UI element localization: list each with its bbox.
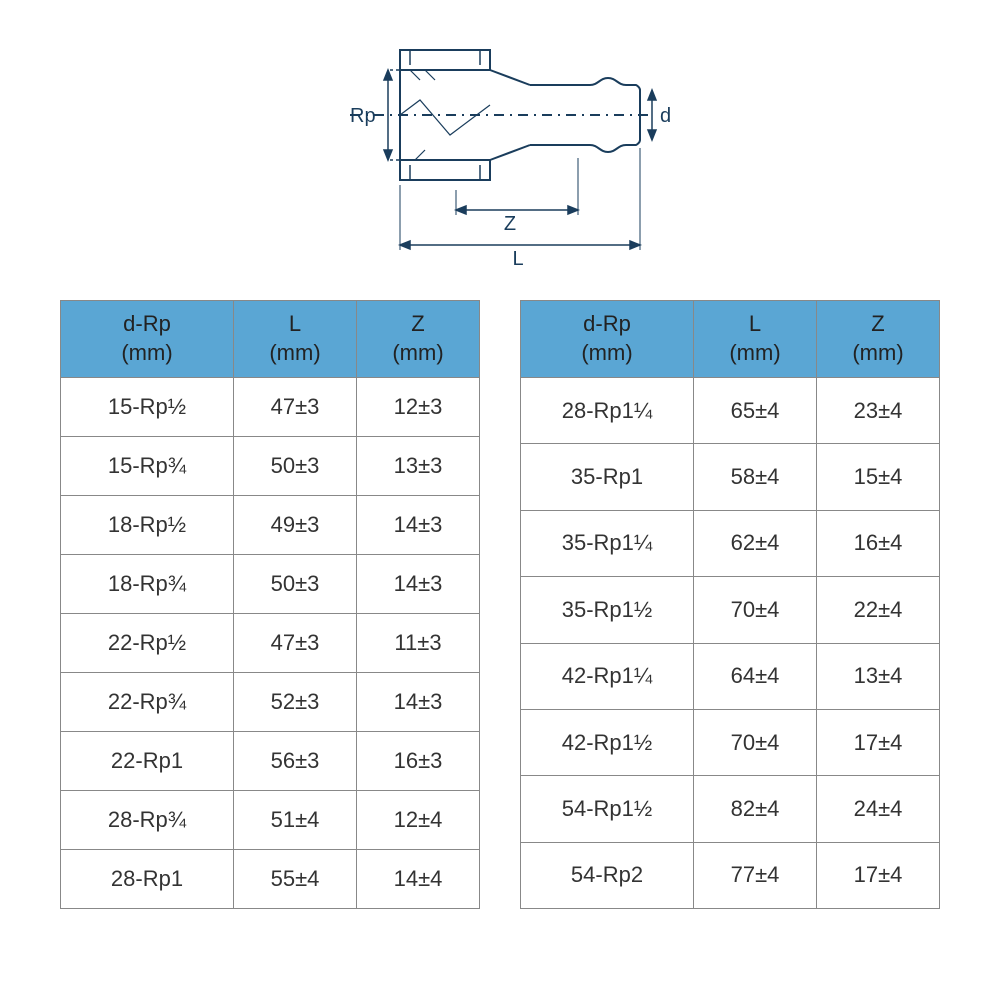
- label-z: Z: [504, 213, 516, 235]
- cell-d: 15-Rp½: [61, 378, 234, 437]
- cell-Z: 17±4: [817, 842, 940, 908]
- table-row: 28-Rp1¼65±423±4: [521, 378, 940, 444]
- fitting-diagram: Rp d Z L: [330, 40, 670, 270]
- cell-d: 42-Rp1½: [521, 709, 694, 775]
- cell-L: 47±3: [234, 614, 357, 673]
- cell-L: 65±4: [694, 378, 817, 444]
- cell-d: 15-Rp¾: [61, 437, 234, 496]
- table-row: 35-Rp158±415±4: [521, 444, 940, 510]
- cell-Z: 17±4: [817, 709, 940, 775]
- cell-L: 64±4: [694, 643, 817, 709]
- cell-Z: 23±4: [817, 378, 940, 444]
- cell-L: 56±3: [234, 732, 357, 791]
- table-header-row: d-Rp (mm) L (mm) Z (mm): [61, 301, 480, 378]
- cell-d: 22-Rp1: [61, 732, 234, 791]
- spec-table-left: d-Rp (mm) L (mm) Z (mm) 15-Rp½47±312±315…: [60, 300, 480, 909]
- tables-container: d-Rp (mm) L (mm) Z (mm) 15-Rp½47±312±315…: [55, 300, 945, 909]
- table-row: 22-Rp156±316±3: [61, 732, 480, 791]
- cell-L: 51±4: [234, 791, 357, 850]
- cell-Z: 15±4: [817, 444, 940, 510]
- table-row: 42-Rp1½70±417±4: [521, 709, 940, 775]
- header-l: L (mm): [234, 301, 357, 378]
- cell-d: 28-Rp1: [61, 850, 234, 909]
- cell-Z: 13±3: [357, 437, 480, 496]
- header-z: Z (mm): [817, 301, 940, 378]
- cell-Z: 22±4: [817, 577, 940, 643]
- cell-d: 54-Rp2: [521, 842, 694, 908]
- cell-d: 18-Rp½: [61, 496, 234, 555]
- cell-d: 42-Rp1¼: [521, 643, 694, 709]
- cell-L: 47±3: [234, 378, 357, 437]
- table-row: 54-Rp277±417±4: [521, 842, 940, 908]
- cell-d: 22-Rp½: [61, 614, 234, 673]
- cell-Z: 12±3: [357, 378, 480, 437]
- table-row: 35-Rp1½70±422±4: [521, 577, 940, 643]
- cell-L: 82±4: [694, 776, 817, 842]
- header-d: d-Rp (mm): [521, 301, 694, 378]
- table-row: 22-Rp¾52±314±3: [61, 673, 480, 732]
- cell-L: 62±4: [694, 510, 817, 576]
- header-d: d-Rp (mm): [61, 301, 234, 378]
- cell-d: 54-Rp1½: [521, 776, 694, 842]
- cell-Z: 14±3: [357, 555, 480, 614]
- table-row: 15-Rp¾50±313±3: [61, 437, 480, 496]
- table-row: 18-Rp¾50±314±3: [61, 555, 480, 614]
- cell-L: 50±3: [234, 555, 357, 614]
- cell-Z: 14±3: [357, 673, 480, 732]
- cell-Z: 24±4: [817, 776, 940, 842]
- cell-Z: 16±4: [817, 510, 940, 576]
- label-rp: Rp: [350, 105, 376, 127]
- cell-L: 70±4: [694, 709, 817, 775]
- cell-d: 18-Rp¾: [61, 555, 234, 614]
- label-d: d: [660, 105, 670, 127]
- cell-Z: 13±4: [817, 643, 940, 709]
- table-row: 35-Rp1¼62±416±4: [521, 510, 940, 576]
- table-row: 54-Rp1½82±424±4: [521, 776, 940, 842]
- table-row: 42-Rp1¼64±413±4: [521, 643, 940, 709]
- cell-Z: 12±4: [357, 791, 480, 850]
- table-header-row: d-Rp (mm) L (mm) Z (mm): [521, 301, 940, 378]
- table-row: 18-Rp½49±314±3: [61, 496, 480, 555]
- table-row: 15-Rp½47±312±3: [61, 378, 480, 437]
- spec-table-right: d-Rp (mm) L (mm) Z (mm) 28-Rp1¼65±423±43…: [520, 300, 940, 909]
- cell-L: 77±4: [694, 842, 817, 908]
- cell-Z: 16±3: [357, 732, 480, 791]
- cell-d: 35-Rp1: [521, 444, 694, 510]
- cell-d: 28-Rp1¼: [521, 378, 694, 444]
- header-l: L (mm): [694, 301, 817, 378]
- header-z: Z (mm): [357, 301, 480, 378]
- cell-L: 58±4: [694, 444, 817, 510]
- cell-L: 55±4: [234, 850, 357, 909]
- cell-L: 52±3: [234, 673, 357, 732]
- label-l: L: [512, 248, 523, 270]
- table-row: 28-Rp155±414±4: [61, 850, 480, 909]
- cell-L: 49±3: [234, 496, 357, 555]
- cell-d: 35-Rp1½: [521, 577, 694, 643]
- cell-L: 70±4: [694, 577, 817, 643]
- diagram-container: Rp d Z L: [0, 40, 1000, 270]
- cell-Z: 14±4: [357, 850, 480, 909]
- cell-d: 28-Rp¾: [61, 791, 234, 850]
- cell-Z: 14±3: [357, 496, 480, 555]
- table-row: 28-Rp¾51±412±4: [61, 791, 480, 850]
- cell-d: 35-Rp1¼: [521, 510, 694, 576]
- cell-L: 50±3: [234, 437, 357, 496]
- cell-Z: 11±3: [357, 614, 480, 673]
- cell-d: 22-Rp¾: [61, 673, 234, 732]
- table-row: 22-Rp½47±311±3: [61, 614, 480, 673]
